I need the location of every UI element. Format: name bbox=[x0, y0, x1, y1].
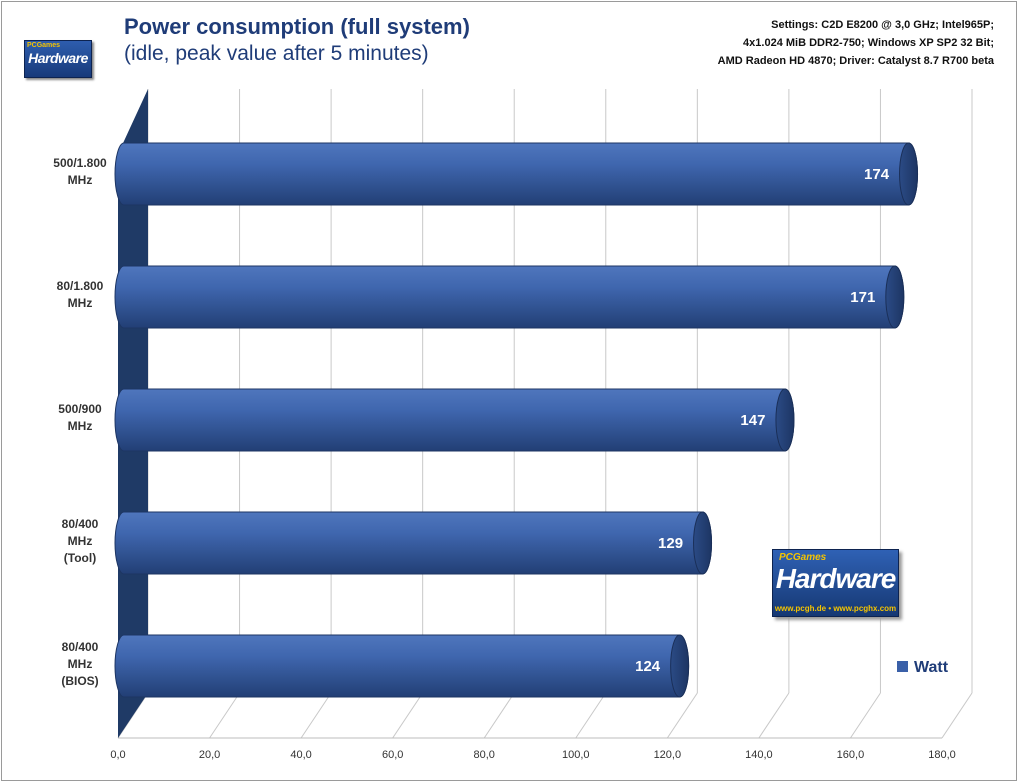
category-label-line: MHz bbox=[67, 296, 93, 310]
bar bbox=[114, 634, 690, 698]
bar-body bbox=[114, 142, 919, 206]
logo-big-url: www.pcgh.de • www.pcghx.com bbox=[774, 604, 897, 613]
category-label: 500/900 MHz bbox=[30, 401, 130, 435]
bar-body bbox=[114, 634, 690, 698]
category-label-line: MHz bbox=[67, 533, 93, 548]
bar-cap bbox=[775, 388, 795, 452]
bar-value-label: 129 bbox=[658, 535, 683, 552]
x-tick-label: 180,0 bbox=[928, 749, 956, 761]
legend: Watt bbox=[897, 659, 948, 677]
pcgh-logo-small: PCGames Hardware bbox=[24, 40, 92, 78]
category-label-line: MHz bbox=[67, 173, 93, 187]
gridline-floor bbox=[392, 692, 424, 739]
category-label-line: MHz bbox=[67, 656, 93, 671]
category-label-line: (Tool) bbox=[63, 550, 97, 565]
bar-cap bbox=[899, 142, 919, 206]
x-tick-label: 0,0 bbox=[110, 749, 125, 761]
gridline-floor bbox=[575, 692, 607, 739]
gridline-floor bbox=[850, 692, 881, 739]
x-tick-label: 60,0 bbox=[382, 749, 403, 761]
bar-body bbox=[114, 388, 795, 452]
gridline-floor bbox=[483, 692, 515, 739]
legend-swatch bbox=[897, 661, 908, 672]
gridline-floor bbox=[209, 692, 240, 739]
x-tick-label: 20,0 bbox=[199, 749, 220, 761]
bar bbox=[114, 265, 905, 329]
x-tick-label: 140,0 bbox=[745, 749, 773, 761]
category-label: 80/400 MHz (BIOS) bbox=[30, 639, 130, 690]
category-label: 80/1.800 MHz bbox=[30, 278, 130, 312]
settings-text: Settings: C2D E8200 @ 3,0 GHz; Intel965P… bbox=[664, 16, 994, 70]
category-label-line: (BIOS) bbox=[61, 673, 99, 688]
bar-value-label: 171 bbox=[850, 289, 875, 306]
bar-body bbox=[114, 265, 905, 329]
bar-body bbox=[114, 511, 713, 575]
bar-cap bbox=[885, 265, 905, 329]
gridline-floor bbox=[300, 692, 332, 739]
logo-small-text: Hardware bbox=[28, 50, 88, 66]
bar bbox=[114, 142, 919, 206]
gridline-floor bbox=[941, 692, 973, 739]
bar-cap bbox=[670, 634, 690, 698]
x-tick-label: 40,0 bbox=[290, 749, 311, 761]
bar-value-label: 124 bbox=[635, 658, 661, 675]
settings-line: 4x1.024 MiB DDR2-750; Windows XP SP2 32 … bbox=[743, 37, 994, 49]
x-tick-label: 80,0 bbox=[474, 749, 495, 761]
gridline-floor bbox=[758, 692, 790, 739]
category-label: 500/1.800 MHz bbox=[30, 155, 130, 189]
logo-big-top: PCGames bbox=[779, 552, 827, 563]
category-label-line: MHz bbox=[67, 419, 93, 433]
x-tick-label: 160,0 bbox=[837, 749, 865, 761]
bar-cap bbox=[693, 511, 713, 575]
bar-value-label: 174 bbox=[864, 166, 890, 183]
category-label-line: 80/400 bbox=[61, 516, 99, 531]
category-label-line: 80/1.800 bbox=[56, 279, 104, 293]
legend-label: Watt bbox=[914, 659, 949, 676]
x-tick-label: 100,0 bbox=[562, 749, 590, 761]
x-tick-label: 120,0 bbox=[654, 749, 682, 761]
settings-line: Settings: C2D E8200 @ 3,0 GHz; Intel965P… bbox=[771, 19, 994, 31]
logo-small-top: PCGames bbox=[27, 42, 61, 49]
category-label-line: 500/900 bbox=[58, 402, 102, 416]
bar bbox=[114, 511, 713, 575]
category-label-line: 80/400 bbox=[61, 639, 99, 654]
category-label: 80/400 MHz (Tool) bbox=[30, 516, 130, 567]
settings-line: AMD Radeon HD 4870; Driver: Catalyst 8.7… bbox=[717, 55, 994, 67]
pcgh-logo-watermark: PCGames Hardware www.pcgh.de • www.pcghx… bbox=[772, 549, 899, 617]
chart-subtitle: (idle, peak value after 5 minutes) bbox=[124, 42, 429, 65]
category-label-line: 500/1.800 bbox=[53, 156, 107, 170]
bar-value-label: 147 bbox=[740, 412, 765, 429]
gridline-floor bbox=[666, 692, 698, 739]
logo-big-text: Hardware bbox=[775, 563, 897, 594]
chart-title: Power consumption (full system) bbox=[124, 14, 470, 39]
bar bbox=[114, 388, 795, 452]
